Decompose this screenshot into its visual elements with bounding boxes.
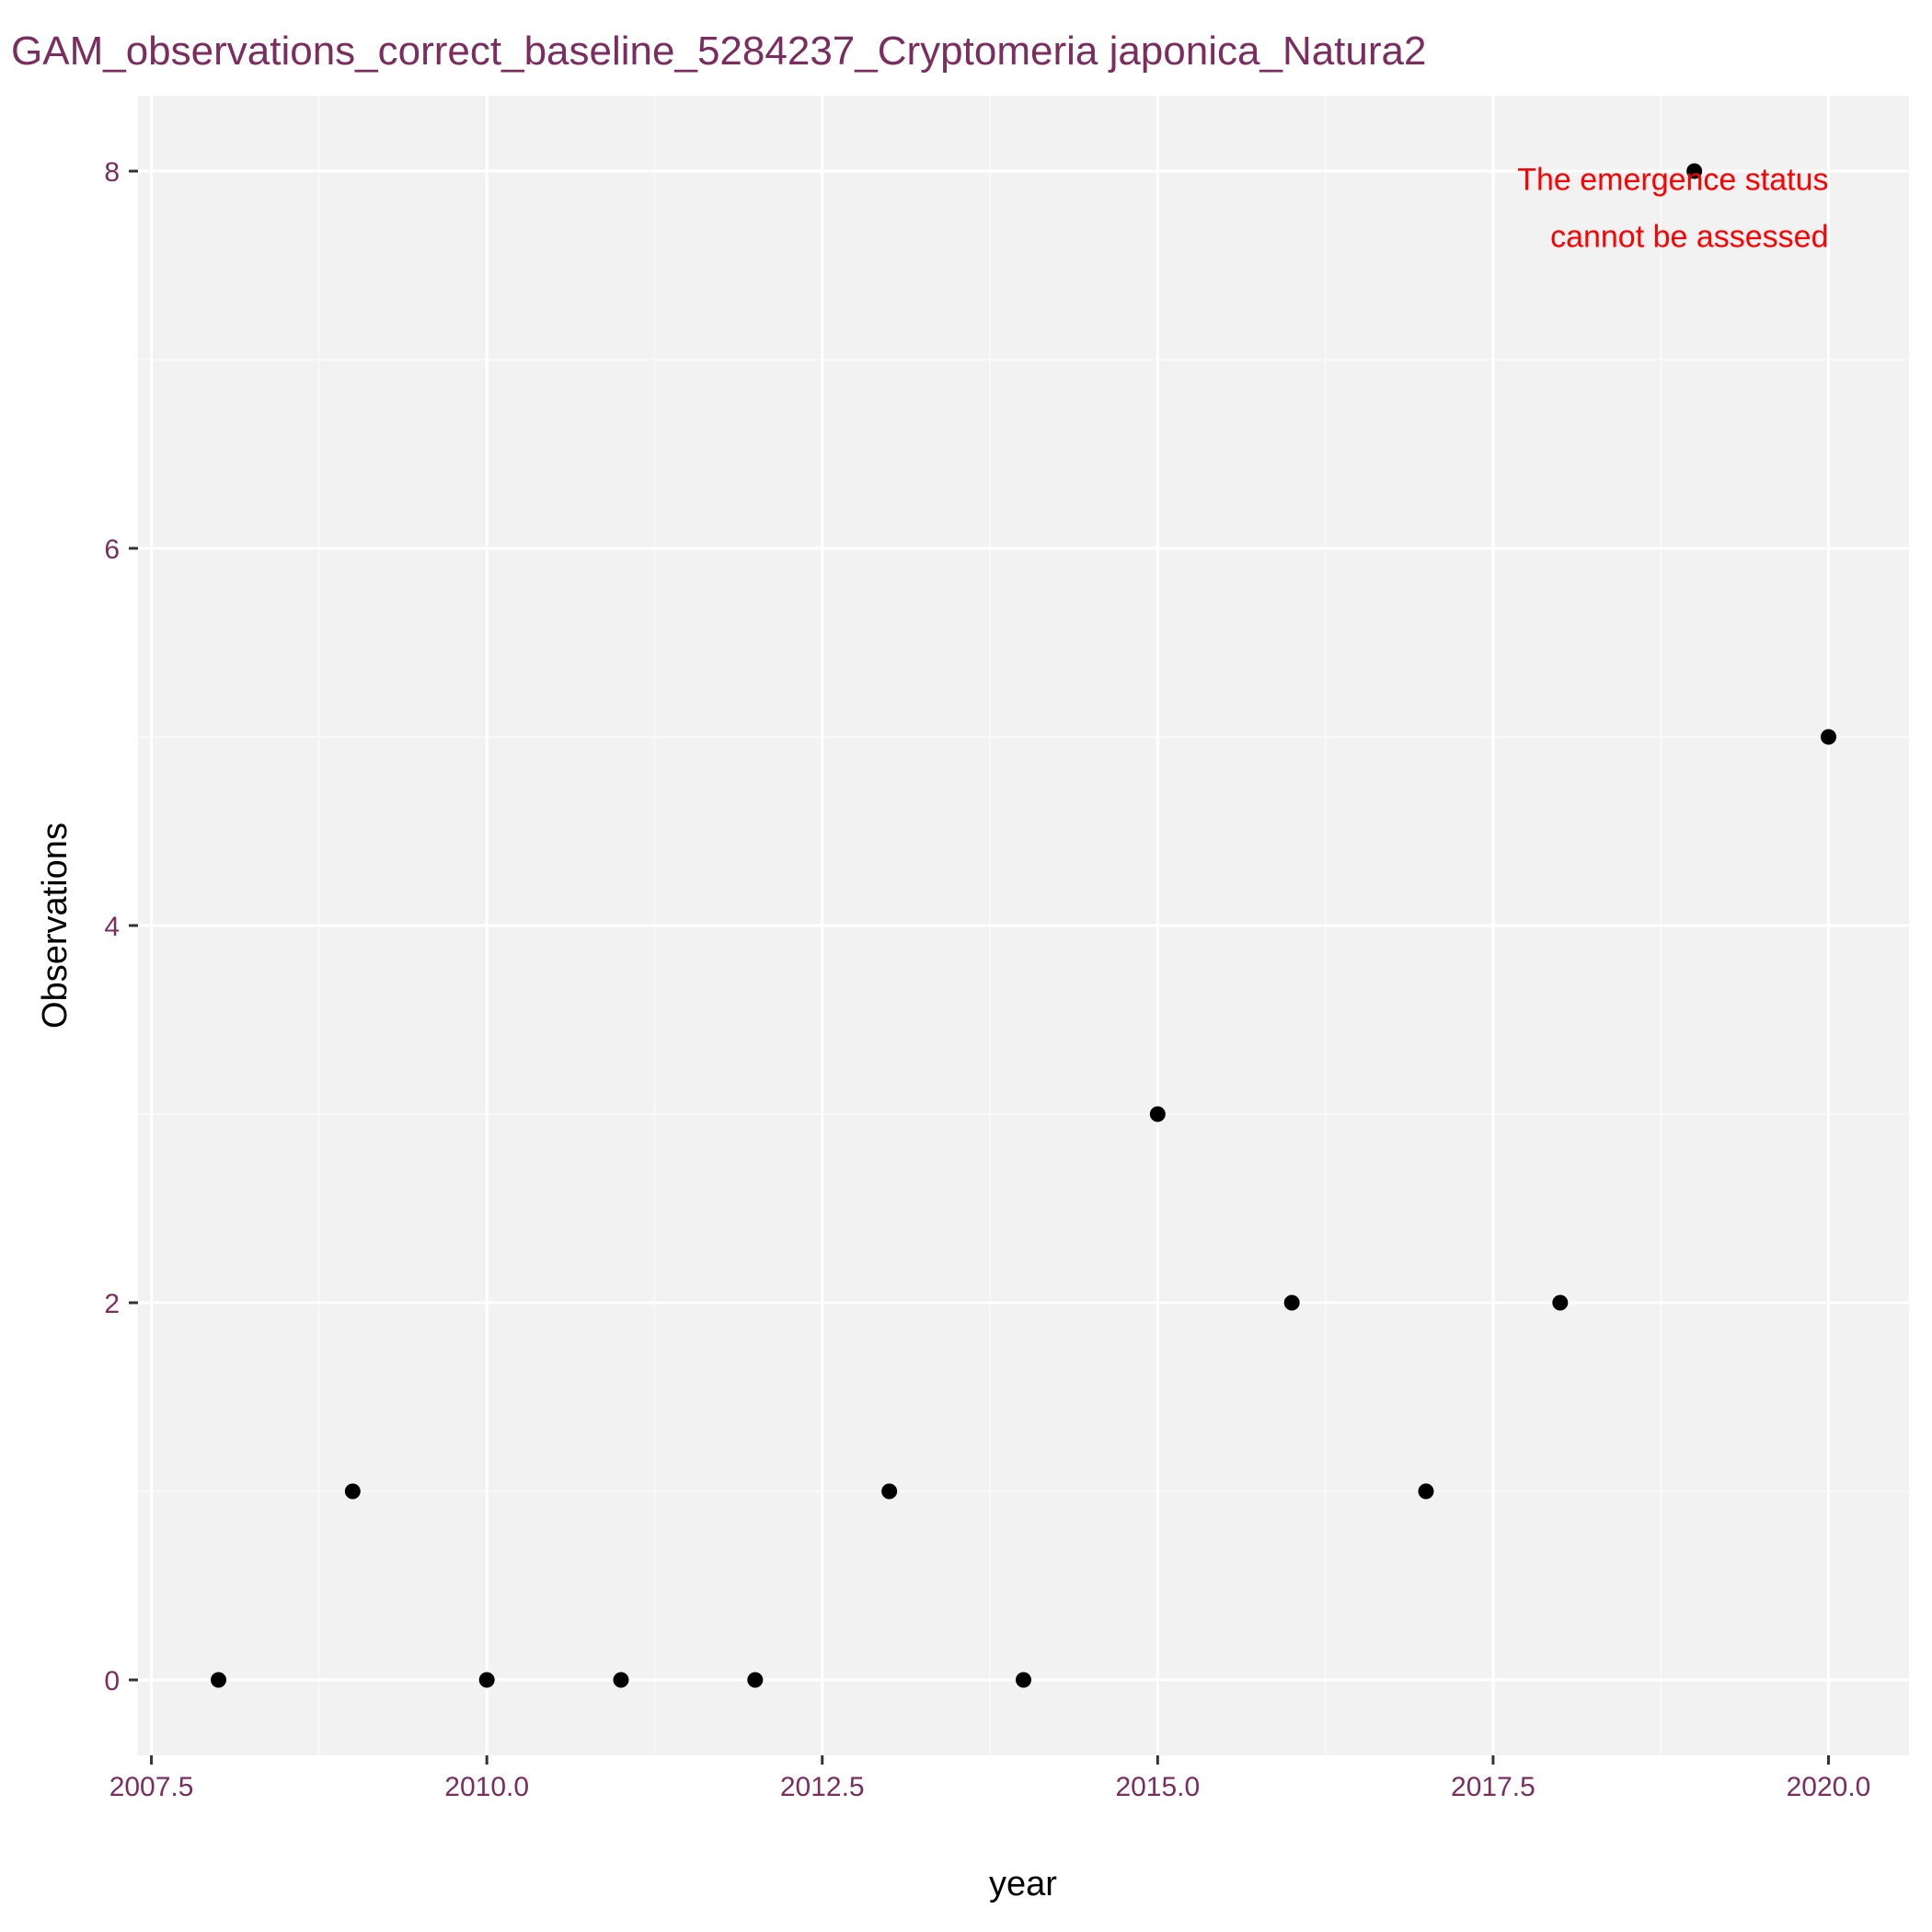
data-point (1418, 1483, 1434, 1500)
y-tick-label: 6 (104, 535, 120, 565)
y-tick-label: 8 (104, 157, 120, 188)
y-tick-label: 4 (104, 912, 120, 942)
x-tick-label: 2012.5 (780, 1772, 865, 1802)
annotation: The emergence status cannot be assessed (1517, 163, 1828, 255)
annotation-line: The emergence status (1517, 163, 1828, 198)
y-tick-label: 2 (104, 1289, 120, 1319)
data-point (211, 1672, 226, 1688)
data-point (478, 1672, 495, 1688)
y-tick-label: 0 (104, 1666, 120, 1696)
data-point (1016, 1672, 1031, 1688)
data-point (1283, 1294, 1300, 1311)
data-points (211, 163, 1836, 1688)
data-point (613, 1672, 629, 1688)
x-tick-label: 2010.0 (444, 1772, 529, 1802)
x-axis-title: year (989, 1865, 1057, 1903)
data-point (1149, 1106, 1166, 1122)
chart-title: GAM_observations_correct_baseline_528423… (11, 29, 1426, 74)
data-point (344, 1483, 361, 1500)
grid-lines (138, 96, 1909, 1755)
data-point (1552, 1294, 1569, 1311)
data-point (1821, 729, 1836, 745)
x-tick-label: 2007.5 (109, 1772, 194, 1802)
x-tick-label: 2015.0 (1115, 1772, 1200, 1802)
axis-ticks: 2007.5 2010.0 2012.5 2015.0 2017.5 2020.0 0 2 4 6… (104, 157, 1870, 1802)
annotation-line: cannot be assessed (1550, 220, 1828, 255)
data-point (1686, 163, 1703, 179)
x-tick-label: 2017.5 (1451, 1772, 1535, 1802)
data-point (881, 1483, 898, 1500)
data-point (747, 1672, 764, 1688)
y-axis-title: Observations (36, 822, 75, 1029)
x-tick-label: 2020.0 (1787, 1772, 1871, 1802)
